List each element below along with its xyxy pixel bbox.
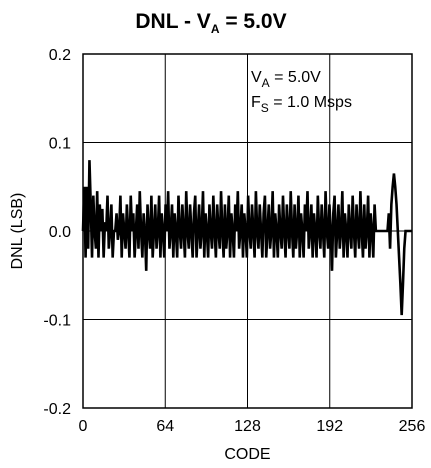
title-subscript: A	[211, 22, 220, 36]
x-tick-label: 192	[316, 418, 343, 435]
x-tick-label: 64	[156, 418, 174, 435]
x-axis-label: CODE	[224, 446, 270, 463]
title-main: DNL - V	[135, 10, 210, 33]
x-tick-label: 128	[234, 418, 261, 435]
dnl-series-line	[81, 160, 412, 316]
annotation-line: FS = 1.0 Msps	[251, 94, 352, 115]
x-tick-label: 0	[79, 418, 88, 435]
annotation-line: VA = 5.0V	[251, 69, 321, 90]
y-tick-label: -0.2	[43, 401, 71, 418]
x-tick-labels: 0 64 128 192 256	[79, 418, 426, 435]
chart-title: DNL - VA = 5.0V	[135, 10, 286, 36]
title-rest: = 5.0V	[219, 10, 286, 33]
y-tick-label: -0.1	[43, 313, 71, 330]
y-tick-label: 0.1	[49, 136, 71, 153]
svg-text:DNL - VA = 5.0V: DNL - VA = 5.0V	[135, 10, 286, 36]
y-tick-label: 0.2	[49, 47, 71, 64]
y-tick-label: 0.0	[49, 224, 71, 241]
x-tick-label: 256	[399, 418, 426, 435]
y-tick-labels: 0.2 0.1 0.0 -0.1 -0.2	[43, 47, 71, 418]
annotations: VA = 5.0V FS = 1.0 Msps	[251, 69, 352, 115]
y-axis-label: DNL (LSB)	[9, 193, 26, 270]
